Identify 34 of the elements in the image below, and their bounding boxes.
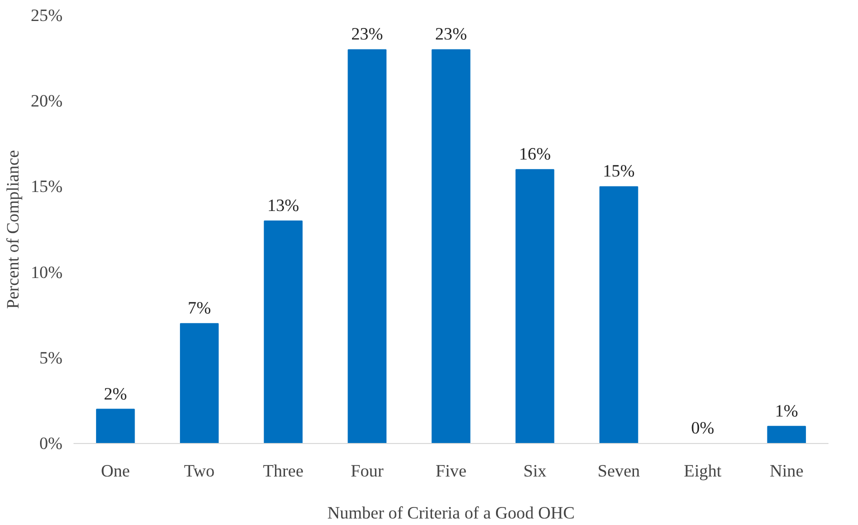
x-tick-label: Nine	[770, 462, 804, 480]
bar	[180, 323, 219, 444]
data-label: 1%	[775, 401, 798, 420]
data-label: 13%	[267, 196, 300, 215]
bar	[432, 49, 470, 444]
y-axis-title: Percent of Compliance	[4, 150, 23, 309]
data-label: 15%	[602, 162, 635, 181]
y-tick-label: 0%	[39, 434, 63, 453]
bar	[516, 169, 554, 444]
data-label: 2%	[104, 384, 128, 404]
x-tick-label: Three	[263, 462, 304, 480]
data-label: 0%	[691, 418, 714, 438]
x-tick-label: One	[101, 462, 130, 480]
x-tick-label: Five	[436, 462, 467, 480]
data-label: 23%	[435, 24, 467, 44]
x-tick-label: Four	[350, 462, 384, 480]
x-tick-label: Six	[523, 462, 547, 480]
y-tick-label: 20%	[30, 92, 63, 111]
y-tick-label: 5%	[39, 348, 63, 368]
bar	[599, 186, 638, 444]
x-tick-label: Seven	[598, 462, 640, 480]
y-tick-label: 15%	[30, 177, 63, 196]
data-label: 23%	[351, 24, 383, 44]
y-tick-label: 10%	[30, 262, 63, 282]
bar	[264, 220, 303, 444]
y-tick-label: 25%	[30, 6, 63, 25]
bar	[96, 408, 135, 444]
data-label: 16%	[519, 144, 551, 164]
x-axis-title: Number of Criteria of a Good OHC	[327, 504, 575, 522]
x-tick-label: Two	[184, 462, 215, 480]
bar	[767, 426, 806, 444]
data-label: 7%	[188, 298, 211, 318]
x-tick-label: Eight	[684, 462, 722, 480]
bar	[348, 49, 386, 444]
